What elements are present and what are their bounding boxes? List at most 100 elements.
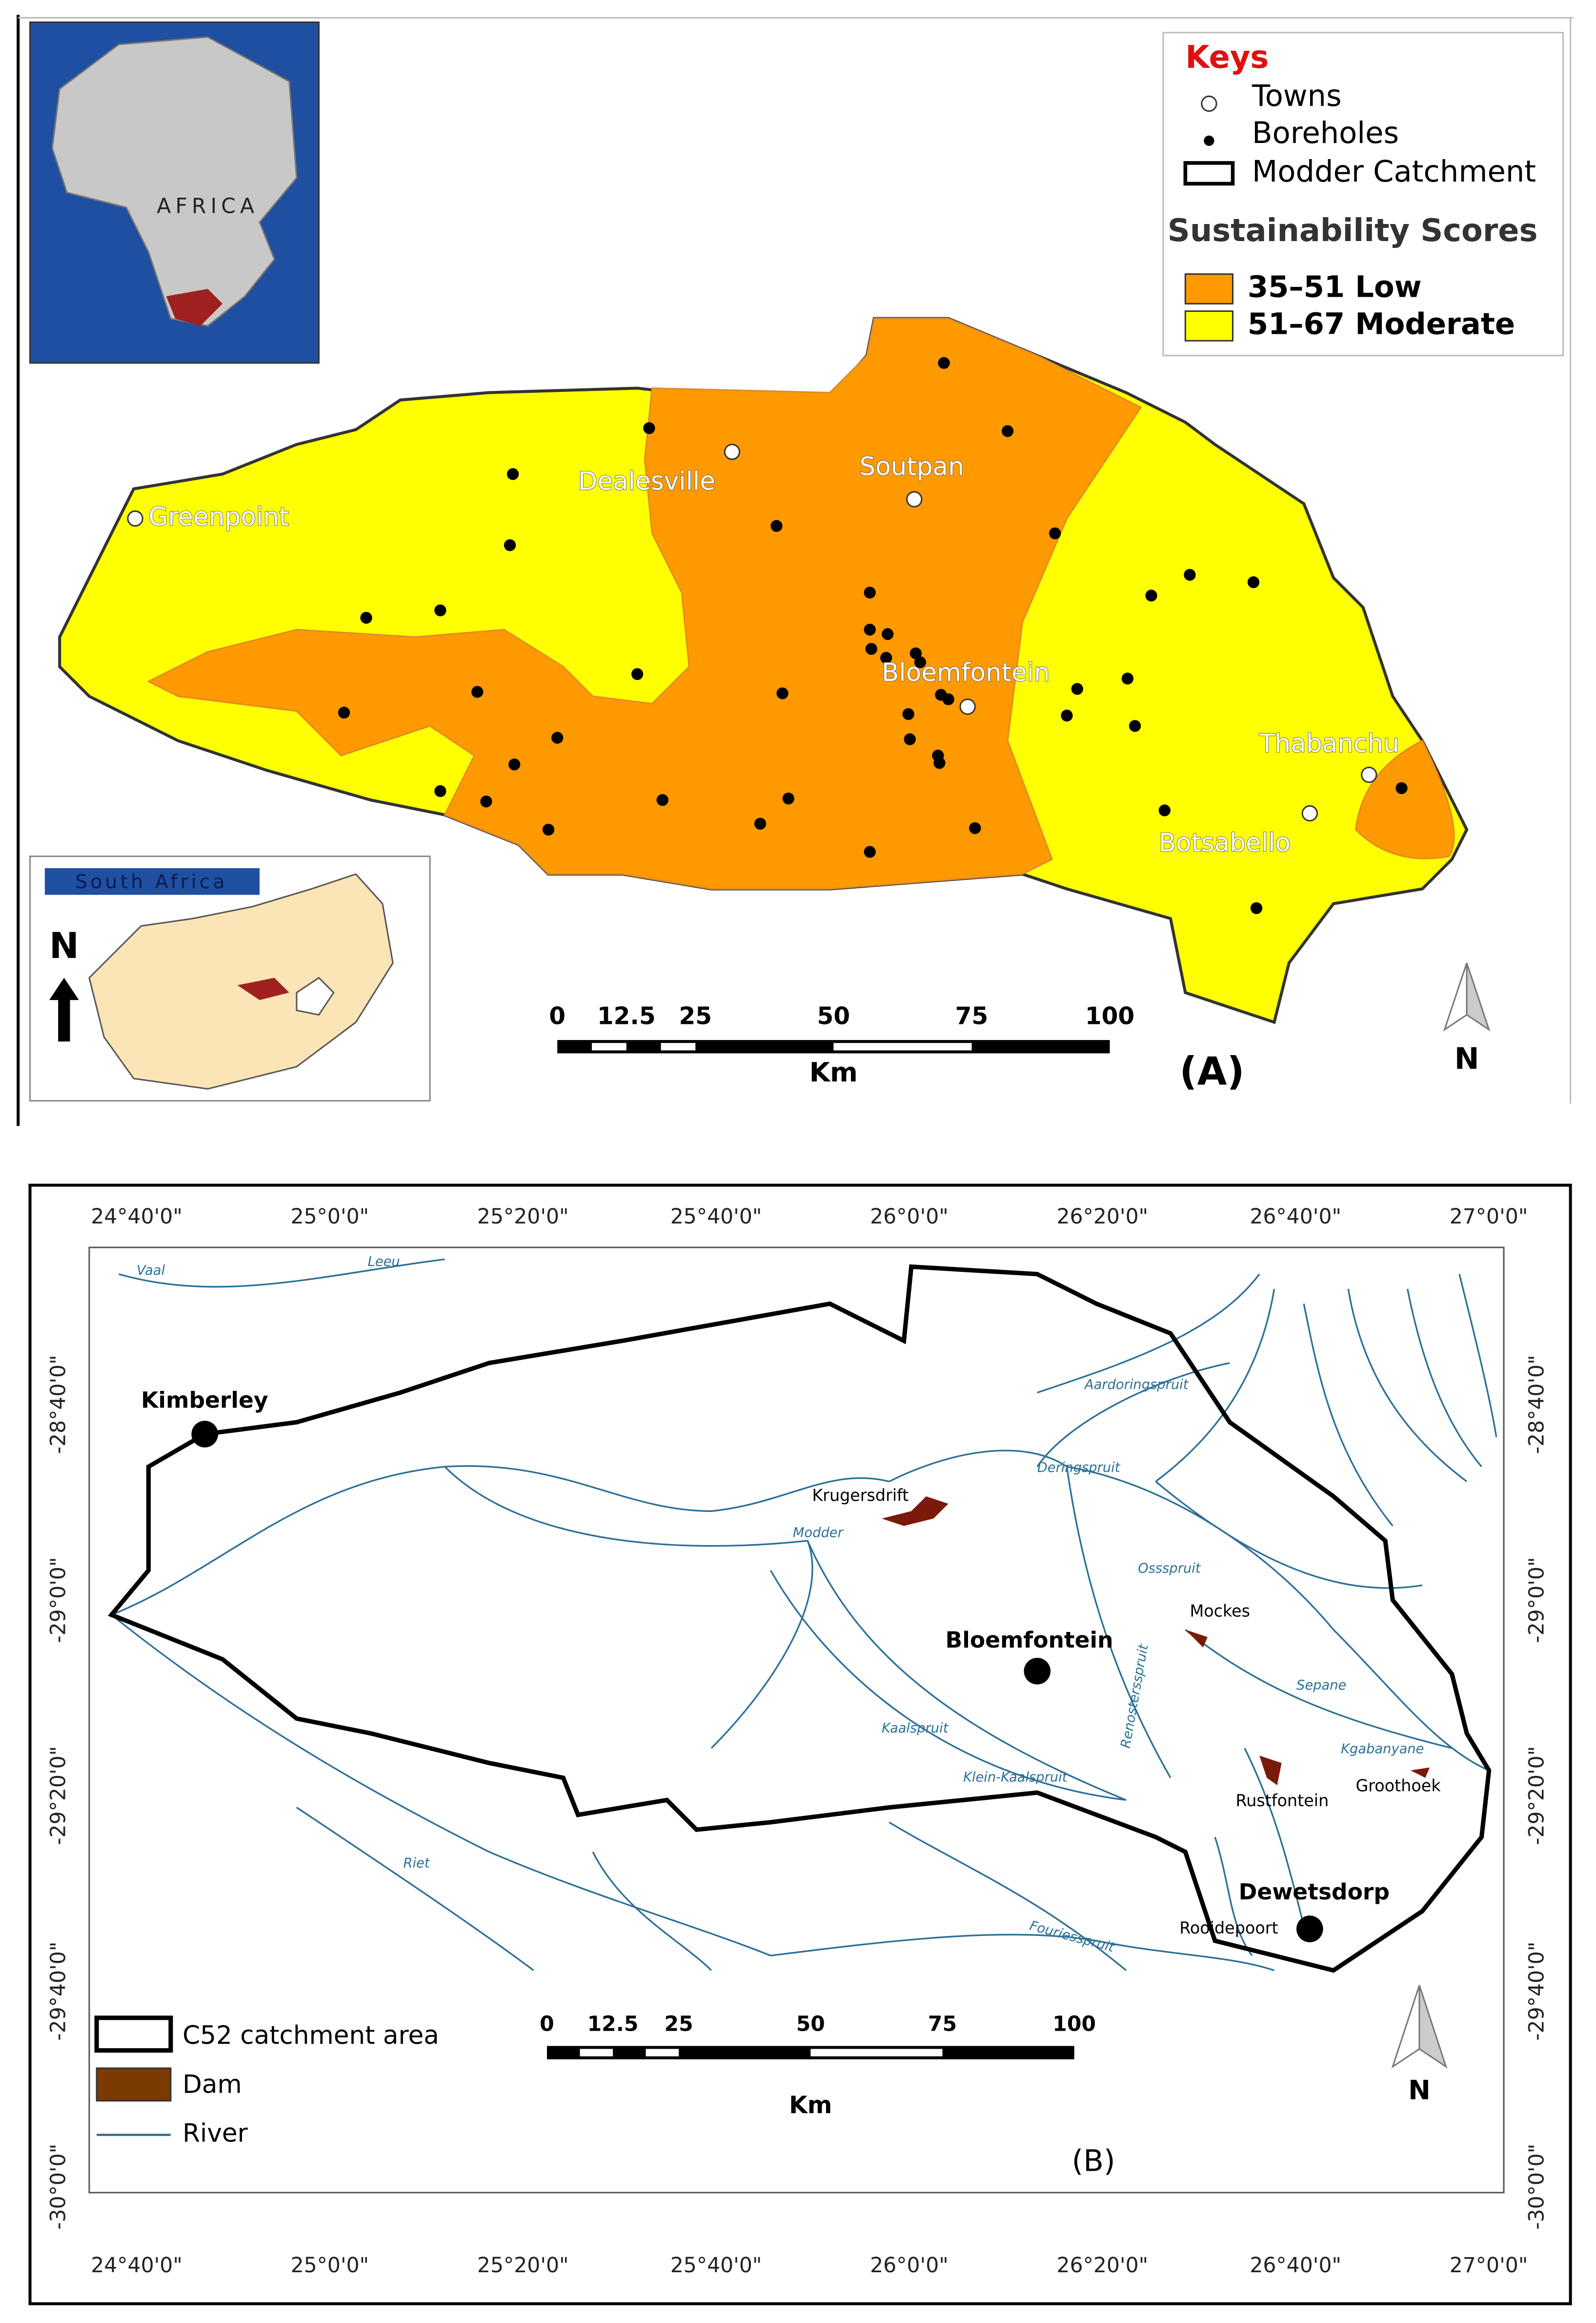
scale-segment — [810, 2049, 943, 2057]
longitude-label: 25°0'0" — [291, 1205, 369, 1229]
longitude-label: 25°0'0" — [291, 2254, 369, 2278]
borehole — [480, 795, 492, 808]
catchment-location — [237, 978, 289, 1000]
scale-segment — [591, 1043, 626, 1051]
borehole — [434, 785, 446, 797]
latitude-label: -28°40'0" — [1525, 1355, 1549, 1454]
river-label: Kaalspruit — [882, 1721, 949, 1736]
scale-bar: 0 12.5 25 50 75 100 Km — [549, 1003, 1134, 1088]
river-label: Modder — [793, 1525, 844, 1540]
legend-subtitle: Sustainability Scores — [1168, 213, 1538, 249]
legend-title: Keys — [1185, 40, 1269, 76]
scale-label: 12.5 — [597, 1003, 656, 1030]
legend-label: Boreholes — [1252, 116, 1399, 150]
latitude-label: -29°20'0" — [47, 1746, 71, 1845]
borehole — [882, 628, 894, 640]
legend-symbol — [96, 2067, 172, 2102]
legend-symbol — [1201, 95, 1217, 112]
catchment-boundary — [107, 1264, 1492, 1973]
borehole — [643, 422, 655, 434]
river-label: Klein-Kaalspruit — [963, 1770, 1068, 1785]
legend-swatch — [1184, 273, 1233, 305]
north-arrow — [1418, 1985, 1448, 2069]
town-label: Bloemfontein — [882, 658, 1050, 687]
river-label: Riet — [403, 1855, 430, 1871]
scale-segment — [646, 2049, 679, 2057]
latitude-label: -29°40'0" — [47, 1941, 71, 2040]
borehole — [1145, 590, 1157, 602]
low-zone — [146, 318, 1142, 890]
borehole — [1395, 782, 1408, 795]
borehole — [338, 707, 350, 719]
river-label: Aardoringspruit — [1084, 1377, 1189, 1392]
scale-segment — [661, 1043, 696, 1051]
south-africa — [166, 288, 223, 326]
river-label: Ossspruit — [1138, 1561, 1201, 1576]
dam-label: Rooidepoort — [1179, 1918, 1278, 1937]
scale-label: 50 — [796, 2012, 825, 2036]
dam-label: Mockes — [1190, 1601, 1250, 1620]
town-label: Bloemfontein — [946, 1627, 1113, 1653]
borehole — [1121, 672, 1134, 685]
borehole — [969, 822, 981, 835]
scale-label: 100 — [1052, 2012, 1096, 2036]
longitude-label: 26°0'0" — [870, 1205, 949, 1229]
borehole — [1061, 710, 1073, 722]
dam-label: Groothoek — [1355, 1776, 1441, 1795]
longitude-label: 26°0'0" — [870, 2254, 949, 2278]
borehole — [904, 733, 916, 745]
inset-label: AFRICA — [157, 195, 259, 219]
borehole — [1001, 425, 1014, 437]
legend-symbol — [1183, 161, 1235, 186]
borehole — [1247, 576, 1260, 589]
latitude-label: -28°40'0" — [47, 1355, 71, 1454]
river-label: Sepane — [1296, 1678, 1346, 1693]
borehole — [776, 687, 788, 699]
legend-symbol — [94, 2016, 173, 2053]
towns: Greenpoint Dealesville Soutpan Bloemfont… — [127, 444, 1400, 858]
latitude-label: -29°0'0" — [47, 1557, 71, 1643]
inset-label: South Africa — [75, 871, 228, 893]
map-frame — [88, 1246, 1505, 2194]
borehole — [942, 693, 954, 705]
river-label: Kgabanyane — [1341, 1742, 1424, 1757]
borehole — [909, 647, 922, 659]
town-label: Dealesville — [578, 467, 715, 496]
africa-shape — [51, 36, 298, 327]
borehole — [1158, 804, 1171, 816]
borehole — [1071, 683, 1083, 695]
latitude-label: -29°40'0" — [1525, 1941, 1549, 2040]
river-label: Deringspruit — [1037, 1460, 1121, 1475]
north-label: N — [49, 925, 79, 967]
borehole — [551, 732, 564, 744]
scale-label: 12.5 — [587, 2012, 639, 2036]
north-arrow — [1443, 962, 1468, 1032]
borehole — [1049, 527, 1061, 539]
borehole — [865, 643, 877, 655]
scale-segment — [546, 2046, 1074, 2059]
borehole — [504, 539, 516, 551]
borehole — [656, 794, 668, 806]
legend-symbol — [1204, 135, 1214, 146]
panel-b: 24°40'0" 24°40'0" 25°0'0" 25°0'0" 25°20'0" 25… — [28, 1183, 1572, 2305]
latitude-label: -29°20'0" — [1525, 1746, 1549, 1845]
borehole — [864, 624, 876, 636]
scale-label: 100 — [1085, 1003, 1134, 1030]
borehole — [880, 652, 892, 664]
borehole — [1129, 720, 1141, 732]
longitude-label: 24°40'0" — [91, 2254, 182, 2278]
longitude-label: 25°20'0" — [477, 1205, 569, 1229]
longitude-label: 26°20'0" — [1056, 1205, 1148, 1229]
longitude-label: 24°40'0" — [91, 1205, 182, 1229]
town-label: Thabanchu — [1259, 729, 1399, 758]
legend-label: 35–51 Low — [1248, 270, 1422, 305]
borehole — [471, 686, 484, 698]
borehole — [864, 846, 876, 858]
north-label: N — [1455, 1042, 1479, 1076]
panel-label: (B) — [1072, 2144, 1115, 2179]
borehole — [754, 817, 767, 830]
scale-segment — [833, 1043, 972, 1051]
legend-label: Dam — [182, 2070, 242, 2099]
longitude-label: 25°20'0" — [477, 2254, 569, 2278]
longitude-label: 27°0'0" — [1450, 2254, 1528, 2278]
